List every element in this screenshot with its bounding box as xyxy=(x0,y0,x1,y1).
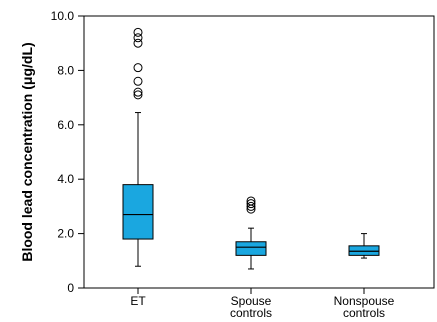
y-tick-label: 2.0 xyxy=(57,227,74,241)
outlier-point xyxy=(246,201,256,211)
plot-frame xyxy=(83,15,435,289)
category-label: controls xyxy=(230,306,272,320)
box-group xyxy=(122,27,154,267)
outlier-point xyxy=(133,33,143,43)
iqr-box xyxy=(348,245,380,256)
iqr-box xyxy=(235,241,267,256)
outlier-point xyxy=(133,90,143,100)
chart-axes xyxy=(78,15,435,294)
y-tick-label: 10.0 xyxy=(51,9,75,23)
outlier-point xyxy=(133,63,143,73)
y-tick-labels: 0 2.0 4.0 6.0 8.0 10.0 xyxy=(51,9,75,295)
box-series xyxy=(122,27,380,270)
outlier-point xyxy=(246,196,256,206)
y-axis-title: Blood lead concentration (μg/dL) xyxy=(19,42,35,261)
outlier-point xyxy=(133,27,143,37)
y-tick-label: 4.0 xyxy=(57,172,74,186)
box-group xyxy=(235,196,267,270)
category-label: Spouse xyxy=(231,294,272,308)
category-label: ET xyxy=(130,294,146,308)
y-tick-label: 6.0 xyxy=(57,118,74,132)
outlier-point xyxy=(133,87,143,97)
outlier-point xyxy=(133,76,143,86)
iqr-box xyxy=(122,184,154,240)
outlier-point xyxy=(133,38,143,48)
category-label: controls xyxy=(343,306,385,320)
category-label: Nonspouse xyxy=(334,294,395,308)
y-tick-label: 0 xyxy=(67,281,74,295)
box-group xyxy=(348,233,380,259)
y-tick-label: 8.0 xyxy=(57,63,74,77)
outlier-point xyxy=(246,199,256,209)
